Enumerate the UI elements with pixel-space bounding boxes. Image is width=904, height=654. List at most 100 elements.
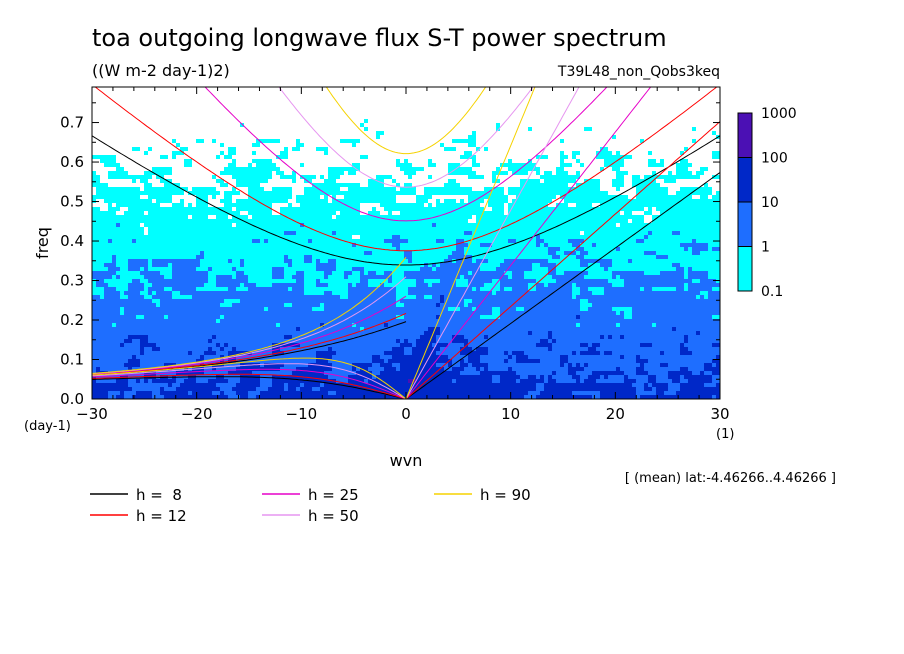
heatmap-cell <box>312 299 316 303</box>
heatmap-cell <box>360 291 364 295</box>
heatmap-cell <box>560 191 564 195</box>
heatmap-cell <box>140 239 144 243</box>
heatmap-cell <box>552 243 556 247</box>
heatmap-cell <box>280 279 284 283</box>
heatmap-cell <box>648 227 652 231</box>
heatmap-cell <box>472 235 476 239</box>
heatmap-cell <box>704 247 708 251</box>
heatmap-cell <box>376 243 380 247</box>
heatmap-cell <box>172 219 176 223</box>
heatmap-cell <box>572 271 576 275</box>
heatmap-cell <box>368 295 372 299</box>
heatmap-cell <box>692 231 696 235</box>
heatmap-cell <box>320 215 324 219</box>
heatmap-cell <box>400 203 404 207</box>
heatmap-cell <box>108 227 112 231</box>
heatmap-cell <box>640 191 644 195</box>
heatmap-cell <box>264 259 268 263</box>
heatmap-cell <box>96 231 100 235</box>
heatmap-cell <box>600 239 604 243</box>
heatmap-cell <box>208 275 212 279</box>
heatmap-cell <box>388 195 392 199</box>
heatmap-cell <box>608 207 612 211</box>
heatmap-cell <box>672 267 676 271</box>
heatmap-cell <box>576 223 580 227</box>
heatmap-cell <box>116 247 120 251</box>
heatmap-cell <box>588 223 592 227</box>
heatmap-cell <box>96 255 100 259</box>
heatmap-cell <box>212 271 216 275</box>
heatmap-cell <box>528 223 532 227</box>
heatmap-cell <box>564 211 568 215</box>
heatmap-cell <box>496 251 500 255</box>
heatmap-cell <box>252 299 256 303</box>
heatmap-cell <box>268 215 272 219</box>
heatmap-cell <box>692 211 696 215</box>
heatmap-cell <box>656 199 660 203</box>
heatmap-cell <box>372 235 376 239</box>
heatmap-cell <box>276 247 280 251</box>
heatmap-cell <box>348 267 352 271</box>
heatmap-cell <box>388 227 392 231</box>
heatmap-cell <box>580 283 584 287</box>
heatmap-cell <box>328 263 332 267</box>
heatmap-cell <box>492 295 496 299</box>
heatmap-cell <box>684 271 688 275</box>
heatmap-cell <box>256 223 260 227</box>
heatmap-cell <box>504 287 508 291</box>
heatmap-cell <box>308 291 312 295</box>
heatmap-cell <box>388 175 392 179</box>
heatmap-cell <box>224 303 228 307</box>
heatmap-cell <box>432 211 436 215</box>
heatmap-cell <box>92 303 96 307</box>
heatmap-cell <box>264 203 268 207</box>
heatmap-cell <box>496 303 500 307</box>
heatmap-cell <box>156 287 160 291</box>
heatmap-cell <box>404 287 408 291</box>
heatmap-cell <box>560 175 564 179</box>
heatmap-cell <box>348 291 352 295</box>
heatmap-cell <box>460 267 464 271</box>
heatmap-cell <box>156 227 160 231</box>
heatmap-cell <box>144 291 148 295</box>
heatmap-cell <box>656 207 660 211</box>
heatmap-cell <box>276 231 280 235</box>
heatmap-cell <box>432 275 436 279</box>
heatmap-cell <box>652 187 656 191</box>
heatmap-cell <box>532 299 536 303</box>
heatmap-cell <box>496 179 500 183</box>
heatmap-cell <box>116 303 120 307</box>
heatmap-cell <box>108 155 112 159</box>
heatmap-cell <box>404 295 408 299</box>
heatmap-cell <box>708 267 712 271</box>
heatmap-cell <box>616 255 620 259</box>
heatmap-cell <box>144 171 148 175</box>
heatmap-cell <box>164 303 168 307</box>
heatmap-cell <box>224 155 228 159</box>
heatmap-cell <box>320 287 324 291</box>
heatmap-cell <box>624 243 628 247</box>
heatmap-cell <box>192 211 196 215</box>
heatmap-cell <box>324 247 328 251</box>
heatmap-cell <box>652 203 656 207</box>
heatmap-cell <box>116 207 120 211</box>
heatmap-cell <box>320 235 324 239</box>
heatmap-cell <box>680 191 684 195</box>
heatmap-cell <box>264 175 268 179</box>
heatmap-cell <box>468 247 472 251</box>
heatmap-cell <box>268 275 272 279</box>
heatmap-cell <box>552 287 556 291</box>
heatmap-cell <box>652 199 656 203</box>
heatmap-cell <box>384 287 388 291</box>
heatmap-cell <box>248 183 252 187</box>
heatmap-cell <box>120 291 124 295</box>
heatmap-cell <box>604 283 608 287</box>
heatmap-cell <box>292 175 296 179</box>
heatmap-cell <box>188 235 192 239</box>
heatmap-cell <box>312 203 316 207</box>
heatmap-cell <box>424 255 428 259</box>
heatmap-cell <box>120 275 124 279</box>
heatmap-cell <box>200 259 204 263</box>
heatmap-cell <box>216 243 220 247</box>
heatmap-cell <box>668 179 672 183</box>
